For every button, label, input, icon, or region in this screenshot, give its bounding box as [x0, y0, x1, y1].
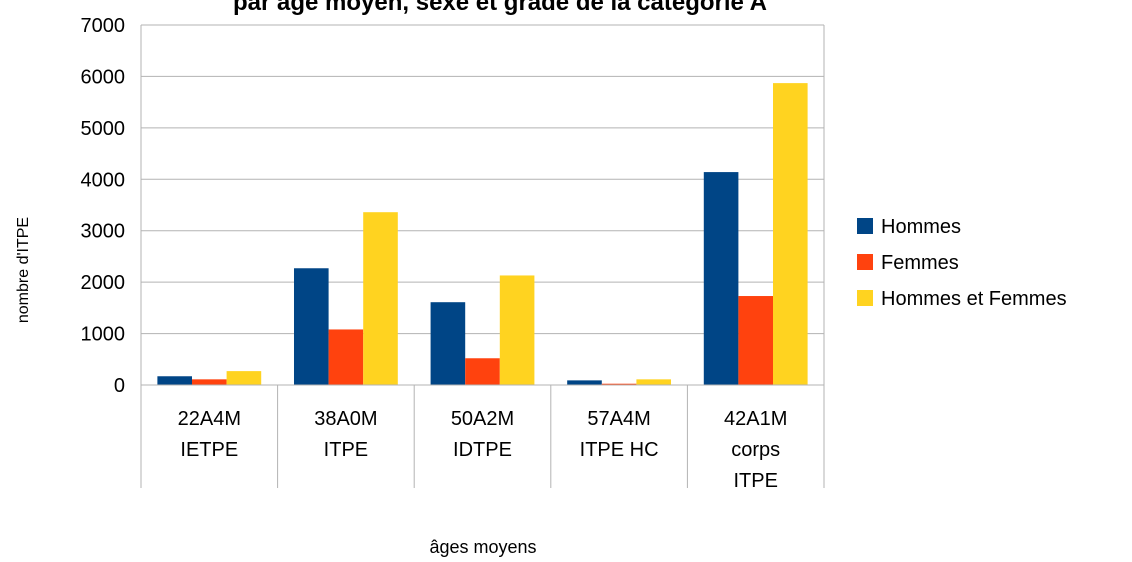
x-tick-label: 22A4M	[178, 408, 241, 430]
grid-layer	[140, 24, 825, 488]
y-tick-label: 4000	[81, 169, 126, 191]
y-tick-label: 6000	[81, 66, 126, 88]
y-tick-label: 1000	[81, 324, 126, 346]
bar	[703, 172, 739, 385]
x-tick-label: ITPE HC	[580, 439, 659, 461]
bar	[465, 358, 500, 385]
bar	[636, 379, 672, 385]
x-tick-label: corps	[731, 439, 780, 461]
y-axis-label: nombre d'ITPE	[15, 217, 32, 323]
x-tick-label: ITPE	[733, 470, 777, 492]
y-tick-label: 3000	[81, 221, 126, 243]
bar	[601, 383, 637, 385]
axis-layer: 0 1000 2000 3000 4000 5000 6000 7000 22A4M IETPE 3…	[81, 15, 824, 492]
legend-swatch	[857, 254, 873, 270]
x-tick-label: ITPE	[324, 439, 368, 461]
y-tick-label: 0	[114, 375, 125, 397]
legend-label: Hommes et Femmes	[881, 288, 1067, 310]
bar	[499, 275, 535, 385]
bars-layer	[157, 83, 808, 385]
x-axis-label: âges moyens	[429, 537, 536, 557]
bar	[191, 379, 227, 385]
x-tick-label: IETPE	[180, 439, 238, 461]
x-tick-label: 57A4M	[587, 408, 650, 430]
x-tick-label: 42A1M	[724, 408, 787, 430]
y-tick-label: 5000	[81, 118, 126, 140]
bar	[293, 268, 329, 385]
bar	[773, 83, 808, 385]
bar	[430, 302, 466, 385]
y-tick-label: 7000	[81, 15, 126, 37]
legend-swatch	[857, 290, 873, 306]
legend: Hommes Femmes Hommes et Femmes	[857, 216, 1067, 310]
bar	[226, 371, 262, 385]
bar	[328, 329, 364, 385]
chart-title: par âge moyen, sexe et grade de la catég…	[233, 0, 767, 16]
bar	[363, 212, 398, 385]
x-tick-label: 38A0M	[314, 408, 377, 430]
bar	[157, 376, 192, 385]
bar	[567, 380, 602, 385]
legend-label: Femmes	[881, 252, 959, 274]
x-tick-label: IDTPE	[453, 439, 512, 461]
legend-swatch	[857, 218, 873, 234]
bar	[738, 296, 774, 385]
legend-label: Hommes	[881, 216, 961, 238]
x-tick-label: 50A2M	[451, 408, 514, 430]
y-tick-label: 2000	[81, 272, 126, 294]
